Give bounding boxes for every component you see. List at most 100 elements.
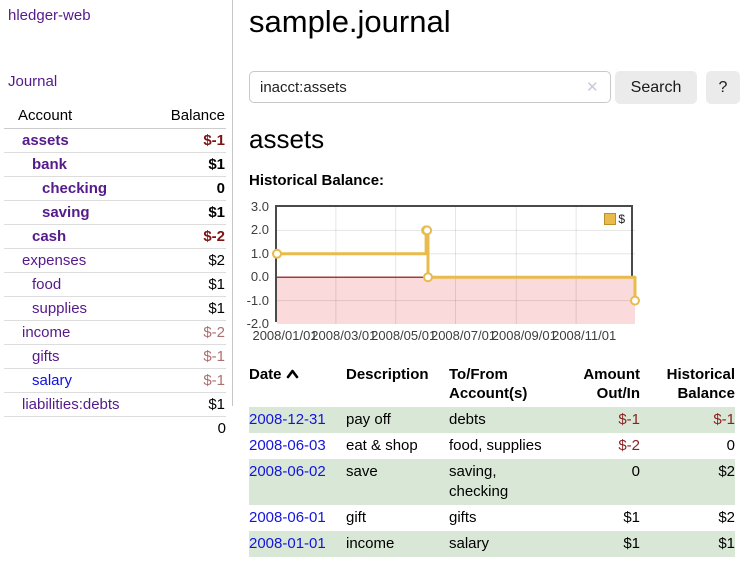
account-link-bank[interactable]: bank bbox=[32, 156, 68, 173]
y-axis-tick-label: 3.0 bbox=[250, 199, 269, 214]
account-row: assets $-1 bbox=[4, 128, 226, 153]
x-axis-tick-label: 2008/03/01 bbox=[311, 328, 377, 343]
account-balance: $-1 bbox=[154, 344, 226, 369]
account-balance: $-1 bbox=[154, 368, 226, 393]
transaction-description: save bbox=[346, 463, 378, 480]
account-link-salary[interactable]: salary bbox=[32, 372, 73, 389]
x-axis-tick-label: 2008/01/01 bbox=[252, 328, 318, 343]
register-row: 2008-01-01 income salary $1 $1 bbox=[249, 531, 735, 557]
account-name-cell: saving bbox=[4, 200, 155, 225]
accounts-total-value: 0 bbox=[154, 416, 226, 440]
legend-swatch-icon bbox=[604, 213, 617, 225]
y-axis-tick-label: 0.0 bbox=[250, 269, 269, 285]
register-row: 2008-06-01 gift gifts $1 $2 bbox=[249, 505, 735, 531]
accounts-table: Account Balance assets $-1 bank $1 checking 0… bbox=[4, 104, 226, 440]
register-row: 2008-12-31 pay off debts $-1 $-1 bbox=[249, 407, 735, 433]
transaction-amount: $1 bbox=[623, 509, 640, 526]
transaction-date-link[interactable]: 2008-01-01 bbox=[249, 535, 326, 552]
transaction-balance: $2 bbox=[718, 463, 735, 480]
account-link-checking[interactable]: checking bbox=[42, 180, 108, 197]
transaction-amount: $-1 bbox=[618, 411, 640, 428]
account-balance: $1 bbox=[154, 152, 226, 177]
account-link-food[interactable]: food bbox=[32, 276, 62, 293]
account-balance: $2 bbox=[154, 248, 226, 273]
chart-plot-area bbox=[272, 207, 640, 324]
account-row: checking 0 bbox=[4, 176, 226, 201]
transaction-amount: $-2 bbox=[618, 437, 640, 454]
chart-legend: $ bbox=[604, 212, 625, 226]
transaction-description: eat & shop bbox=[346, 437, 418, 454]
register-table: Date Description To/From Account(s) Amoun… bbox=[249, 363, 735, 557]
transaction-date-cell: 2008-06-02 bbox=[249, 459, 346, 505]
transaction-description: income bbox=[346, 535, 395, 552]
accounts-total-row: 0 bbox=[4, 416, 226, 440]
account-column-header: Account bbox=[4, 104, 155, 129]
chart-x-axis-labels: 2008/01/01 2008/03/01 2008/05/01 2008/07/01… bbox=[252, 328, 639, 344]
account-link-gifts[interactable]: gifts bbox=[32, 348, 60, 365]
transaction-balance: $1 bbox=[718, 535, 735, 552]
account-link-cash[interactable]: cash bbox=[32, 228, 67, 245]
account-link-income[interactable]: income bbox=[22, 324, 71, 341]
account-link-supplies[interactable]: supplies bbox=[32, 300, 88, 317]
account-row: income $-2 bbox=[4, 320, 226, 345]
account-row: cash $-2 bbox=[4, 224, 226, 249]
account-row: food $1 bbox=[4, 272, 226, 297]
transaction-date-cell: 2008-06-01 bbox=[249, 505, 346, 531]
account-link-expenses[interactable]: expenses bbox=[22, 252, 87, 269]
account-name-cell: expenses bbox=[4, 248, 155, 273]
transaction-date-link[interactable]: 2008-06-03 bbox=[249, 437, 326, 454]
account-balance: 0 bbox=[154, 176, 226, 201]
help-button[interactable]: ? bbox=[706, 71, 740, 104]
historical-balance-chart: 3.0 2.0 1.0 0.0 -1.0 -2.0 $ bbox=[247, 199, 640, 331]
transaction-balance: $2 bbox=[718, 509, 735, 526]
y-axis-tick-label: 2.0 bbox=[250, 222, 269, 238]
account-name-cell: food bbox=[4, 272, 155, 297]
transaction-amount: 0 bbox=[631, 463, 640, 480]
search-button[interactable]: Search bbox=[615, 71, 697, 104]
accounts-table-header: Account Balance bbox=[4, 104, 226, 129]
main-content: sample.journal ✕ Search ? assets Histori… bbox=[247, 0, 742, 582]
date-column-header[interactable]: Date bbox=[249, 363, 346, 407]
transaction-date-link[interactable]: 2008-06-01 bbox=[249, 509, 326, 526]
search-input[interactable] bbox=[249, 71, 611, 103]
y-axis-tick-label: -1.0 bbox=[246, 292, 269, 308]
account-link-liabilities-debts[interactable]: liabilities:debts bbox=[22, 396, 120, 413]
account-balance: $-2 bbox=[154, 320, 226, 345]
page-title: sample.journal bbox=[249, 4, 451, 39]
transaction-accounts: salary bbox=[449, 535, 490, 552]
transaction-description: pay off bbox=[346, 411, 391, 428]
chart-title: Historical Balance: bbox=[249, 172, 385, 189]
y-axis-tick-label: 1.0 bbox=[250, 245, 269, 261]
sidebar-item-journal[interactable]: Journal bbox=[8, 73, 58, 90]
account-row: bank $1 bbox=[4, 152, 226, 177]
account-row: salary $-1 bbox=[4, 368, 226, 393]
account-balance: $1 bbox=[154, 200, 226, 225]
accounts-total-spacer bbox=[4, 416, 155, 440]
legend-label: $ bbox=[618, 212, 625, 226]
account-row: expenses $2 bbox=[4, 248, 226, 273]
x-axis-tick-label: 2008/09/01 bbox=[491, 328, 557, 343]
clear-search-icon[interactable]: ✕ bbox=[586, 79, 599, 96]
x-axis-tick-label: 2008/07/01 bbox=[430, 328, 497, 343]
amount-column-header: Amount Out/In bbox=[583, 366, 640, 402]
transaction-date-link[interactable]: 2008-12-31 bbox=[249, 411, 326, 428]
sidebar-divider bbox=[232, 0, 233, 406]
balance-column-header: Balance bbox=[154, 104, 226, 129]
sort-ascending-icon bbox=[286, 369, 298, 379]
app-brand-link[interactable]: hledger-web bbox=[8, 7, 91, 24]
register-row: 2008-06-02 save saving, checking 0 $2 bbox=[249, 459, 735, 505]
tofrom-column-header: To/From Account(s) bbox=[449, 366, 528, 402]
transaction-date-cell: 2008-06-03 bbox=[249, 433, 346, 459]
account-name-cell: gifts bbox=[4, 344, 155, 369]
transaction-accounts: gifts bbox=[449, 509, 477, 526]
register-row: 2008-06-03 eat & shop food, supplies $-2 0 bbox=[249, 433, 735, 459]
account-row: gifts $-1 bbox=[4, 344, 226, 369]
transaction-date-cell: 2008-01-01 bbox=[249, 531, 346, 557]
account-link-assets[interactable]: assets bbox=[22, 132, 69, 149]
account-link-saving[interactable]: saving bbox=[42, 204, 90, 221]
transaction-date-link[interactable]: 2008-06-02 bbox=[249, 463, 326, 480]
account-name-cell: salary bbox=[4, 368, 155, 393]
account-balance: $-1 bbox=[154, 128, 226, 153]
chart-y-axis-labels: 3.0 2.0 1.0 0.0 -1.0 -2.0 bbox=[231, 199, 273, 331]
transaction-accounts: food, supplies bbox=[449, 437, 542, 454]
